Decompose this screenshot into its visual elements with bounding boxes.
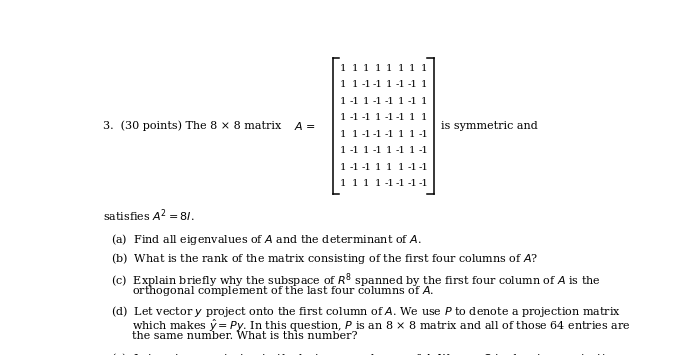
Text: (d)  Let vector $y$ project onto the first column of $A$. We use $P$ to denote a: (d) Let vector $y$ project onto the firs… [111, 304, 620, 319]
Text: 1: 1 [374, 179, 381, 189]
Text: 1: 1 [409, 113, 415, 122]
Text: 1: 1 [420, 80, 427, 89]
Text: orthogonal complement of the last four columns of $A$.: orthogonal complement of the last four c… [111, 284, 434, 299]
Text: 1: 1 [351, 179, 358, 189]
Text: 1: 1 [340, 146, 346, 155]
Text: -1: -1 [407, 97, 417, 106]
Text: (a)  Find all eigenvalues of $A$ and the determinant of $A$.: (a) Find all eigenvalues of $A$ and the … [111, 231, 421, 247]
Text: 1: 1 [374, 64, 381, 72]
Text: -1: -1 [350, 113, 360, 122]
Text: (e)  Let vector $y$ project onto the last seven columns of $A$. We use $Q$ to de: (e) Let vector $y$ project onto the last… [111, 351, 620, 355]
Text: 1: 1 [340, 64, 346, 72]
Text: -1: -1 [395, 179, 405, 189]
Text: -1: -1 [350, 163, 360, 172]
Text: 1: 1 [363, 179, 370, 189]
Text: 1: 1 [386, 64, 393, 72]
Text: 1: 1 [398, 97, 404, 106]
Text: 1: 1 [420, 113, 427, 122]
Text: the same number. What is this number?: the same number. What is this number? [111, 331, 357, 341]
Text: -1: -1 [419, 130, 428, 139]
Text: -1: -1 [395, 113, 405, 122]
Text: 1: 1 [340, 80, 346, 89]
Text: 1: 1 [351, 80, 358, 89]
Text: 1: 1 [398, 163, 404, 172]
Text: -1: -1 [419, 146, 428, 155]
Text: -1: -1 [372, 130, 383, 139]
Text: -1: -1 [361, 113, 371, 122]
Text: -1: -1 [384, 113, 394, 122]
Text: 1: 1 [340, 113, 346, 122]
Text: 1: 1 [351, 64, 358, 72]
Text: -1: -1 [419, 163, 428, 172]
Text: 1: 1 [340, 179, 346, 189]
Text: 1: 1 [398, 130, 404, 139]
Text: -1: -1 [407, 179, 417, 189]
Text: is symmetric and: is symmetric and [442, 121, 538, 131]
Text: -1: -1 [384, 179, 394, 189]
Text: 1: 1 [386, 163, 393, 172]
Text: -1: -1 [350, 97, 360, 106]
Text: 1: 1 [374, 113, 381, 122]
Text: -1: -1 [361, 80, 371, 89]
Text: (b)  What is the rank of the matrix consisting of the first four columns of $A$?: (b) What is the rank of the matrix consi… [111, 251, 538, 266]
Text: 1: 1 [340, 163, 346, 172]
Text: -1: -1 [419, 179, 428, 189]
Text: 1: 1 [374, 163, 381, 172]
Text: -1: -1 [350, 146, 360, 155]
Text: 1: 1 [409, 64, 415, 72]
Text: 1: 1 [409, 146, 415, 155]
Text: -1: -1 [407, 80, 417, 89]
Text: -1: -1 [395, 146, 405, 155]
Text: 1: 1 [420, 97, 427, 106]
Text: 1: 1 [398, 64, 404, 72]
Text: which makes $\hat{y} = Py$. In this question, $P$ is an 8 × 8 matrix and all of : which makes $\hat{y} = Py$. In this ques… [111, 317, 630, 334]
Text: 1: 1 [386, 146, 393, 155]
Text: -1: -1 [361, 130, 371, 139]
Text: 3.  (30 points) The 8 × 8 matrix: 3. (30 points) The 8 × 8 matrix [103, 121, 285, 131]
Text: -1: -1 [407, 163, 417, 172]
Text: 1: 1 [340, 97, 346, 106]
Text: (c)  Explain briefly why the subspace of $R^8$ spanned by the first four column : (c) Explain briefly why the subspace of … [111, 271, 601, 290]
Text: 1: 1 [363, 64, 370, 72]
Text: 1: 1 [351, 130, 358, 139]
Text: 1: 1 [363, 97, 370, 106]
Text: 1: 1 [363, 146, 370, 155]
Text: 1: 1 [340, 130, 346, 139]
Text: -1: -1 [372, 97, 383, 106]
Text: -1: -1 [384, 130, 394, 139]
Text: -1: -1 [372, 80, 383, 89]
Text: 1: 1 [409, 130, 415, 139]
Text: -1: -1 [384, 97, 394, 106]
Text: -1: -1 [372, 146, 383, 155]
Text: 1: 1 [386, 80, 393, 89]
Text: satisfies $A^2 = 8I$.: satisfies $A^2 = 8I$. [103, 207, 195, 224]
Text: $A$ =: $A$ = [295, 120, 316, 132]
Text: -1: -1 [395, 80, 405, 89]
Text: -1: -1 [361, 163, 371, 172]
Text: 1: 1 [420, 64, 427, 72]
